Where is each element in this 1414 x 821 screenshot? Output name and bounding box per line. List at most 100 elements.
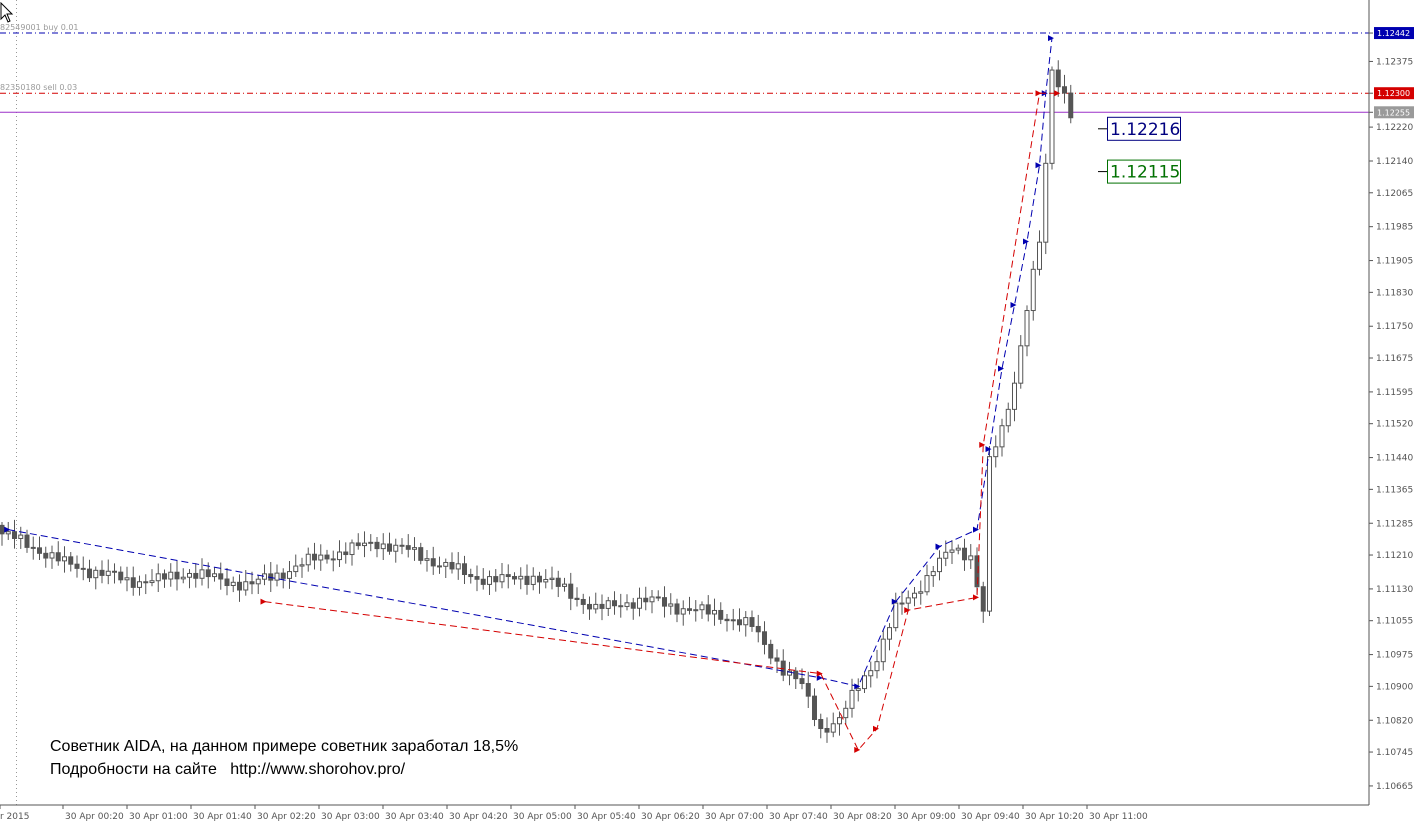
sell-order-label: 82350180 sell 0.03	[0, 83, 77, 92]
candle-up	[337, 551, 342, 561]
candle-up	[949, 549, 955, 553]
candle-up	[124, 577, 130, 581]
sell-trade-arrow-icon	[873, 725, 879, 732]
candle-down	[618, 605, 624, 608]
time-tick-label: 30 Apr 10:20	[1025, 812, 1084, 821]
candle-down	[437, 565, 442, 568]
sell-trade-arrow-icon	[854, 746, 861, 753]
tp-level-label: 1.12216	[1110, 120, 1180, 140]
candle-down	[662, 597, 667, 607]
candle-down	[812, 695, 817, 721]
candle-down	[574, 597, 580, 600]
sell-trade-arrow-icon	[973, 594, 979, 601]
candle-down	[462, 563, 467, 576]
candle-up	[1005, 408, 1011, 427]
candle-down	[643, 597, 649, 603]
candle-down	[612, 600, 617, 607]
candle-up	[874, 661, 880, 672]
candle-up	[393, 544, 399, 552]
candle-up	[924, 575, 930, 593]
candle-up	[837, 717, 842, 725]
candle-down	[718, 609, 724, 620]
candle-up	[562, 583, 567, 587]
candle-down	[768, 643, 774, 659]
candle-up	[987, 456, 992, 612]
candle-down	[55, 552, 61, 562]
candle-down	[237, 581, 242, 591]
candle-up	[855, 688, 861, 691]
time-tick-label: 30 Apr 06:20	[641, 812, 700, 821]
candle-up	[137, 581, 142, 588]
candle-up	[62, 556, 67, 562]
candle-up	[549, 577, 555, 580]
candle-up	[318, 554, 324, 561]
buy-trade-arrow-icon	[1023, 238, 1029, 245]
candle-up	[5, 531, 11, 535]
candle-down	[87, 568, 92, 579]
candle-down	[112, 570, 117, 573]
candle-up	[849, 689, 855, 709]
bid-price-tag	[1374, 106, 1414, 119]
price-tick-label: 1.11675	[1376, 354, 1413, 364]
candle-up	[968, 555, 974, 561]
sell-price-tag-label: 1.12300	[1377, 89, 1410, 98]
price-tick-label: 1.10745	[1376, 748, 1413, 758]
candle-up	[943, 551, 949, 559]
candle-down	[343, 551, 349, 556]
candle-down	[1055, 69, 1061, 88]
sell-trade-arrow-icon	[904, 607, 911, 614]
candle-up	[293, 565, 299, 573]
time-tick-label: 30 Apr 09:00	[897, 812, 956, 821]
candle-up	[993, 446, 999, 458]
candle-up	[487, 576, 492, 585]
candle-up	[305, 553, 311, 566]
sell-trade-arrow-icon	[1035, 90, 1042, 97]
candle-down	[1068, 92, 1074, 119]
sell-trade-path	[264, 92, 1059, 751]
candle-down	[493, 576, 499, 583]
candle-down	[799, 678, 805, 685]
candle-up	[543, 578, 549, 583]
candle-up	[230, 581, 236, 587]
candle-down	[899, 602, 905, 605]
time-tick-label: 30 Apr 07:00	[705, 812, 764, 821]
candle-down	[480, 578, 486, 585]
candle-up	[937, 557, 942, 573]
candle-down	[355, 542, 361, 547]
candle-up	[912, 592, 917, 599]
candle-up	[212, 573, 217, 578]
candle-up	[1030, 268, 1036, 312]
candle-up	[649, 596, 655, 603]
price-tick-label: 1.12140	[1376, 157, 1413, 167]
price-tick-label: 1.10975	[1376, 651, 1413, 661]
candle-up	[255, 578, 261, 585]
price-tick-label: 1.10665	[1376, 782, 1413, 792]
time-tick-label: 30 Apr 07:40	[769, 812, 828, 821]
candle-down	[512, 576, 517, 580]
price-tick-label: 1.11055	[1376, 617, 1413, 627]
candle-down	[30, 546, 36, 549]
buy-trade-arrow-icon	[1035, 162, 1042, 169]
candle-down	[468, 574, 474, 578]
candle-up	[955, 547, 961, 551]
candle-down	[280, 572, 286, 579]
candle-down	[655, 596, 661, 599]
candle-up	[530, 575, 536, 585]
candle-up	[18, 534, 24, 539]
candle-up	[243, 581, 249, 591]
time-tick-label: 30 Apr 11:00	[1089, 812, 1148, 821]
buy-price-tag-label: 1.12442	[1377, 29, 1410, 38]
candle-up	[380, 543, 386, 550]
candle-down	[630, 602, 636, 609]
time-tick-label: 30 Apr 00:20	[65, 812, 124, 821]
buy-trade-arrow-icon	[998, 365, 1004, 372]
candle-down	[580, 598, 586, 605]
time-tick-label: 30 Apr 08:20	[833, 812, 892, 821]
candle-down	[587, 603, 592, 610]
price-tick-label: 1.11985	[1376, 223, 1413, 233]
price-tick-label: 1.11595	[1376, 388, 1413, 398]
candle-down	[205, 569, 211, 578]
time-tick-label: r 2015	[0, 812, 29, 821]
candle-down	[74, 563, 80, 569]
